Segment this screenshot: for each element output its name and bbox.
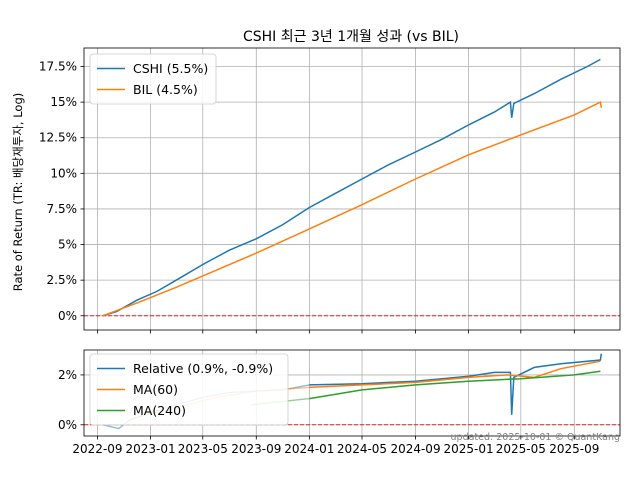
- y-tick-label: 17.5%: [39, 60, 77, 74]
- top-y-ticks: 0% 2.5% 5% 7.5% 10% 12.5% 15% 17.5%: [39, 60, 84, 323]
- x-tick-label: 2024-05: [337, 442, 387, 456]
- bottom-panel: 0% 2% 2022-09 2023-01 2023-05 2023-09 2024-01…: [58, 349, 621, 456]
- y-tick-label: 12.5%: [39, 131, 77, 145]
- x-tick-label: 2025-05: [496, 442, 546, 456]
- bottom-x-ticks: 2022-09 2023-01 2023-05 2023-09 2024-01 2024-…: [72, 436, 599, 456]
- x-tick-label: 2022-09: [72, 442, 122, 456]
- y-tick-label: 0%: [58, 309, 77, 323]
- top-plot-frame: [83, 47, 621, 331]
- series-line-1: [102, 100, 603, 317]
- series-line-0: [309, 353, 603, 415]
- bottom-plot-frame: [83, 349, 621, 437]
- top-x-ticks: [97, 330, 575, 334]
- legend-box: [89, 353, 289, 426]
- y-tick-label: 2.5%: [47, 273, 78, 287]
- series-line-0: [102, 58, 601, 317]
- y-tick-label: 7.5%: [47, 202, 78, 216]
- legend-label: Relative (0.9%, -0.9%): [133, 361, 273, 376]
- x-tick-label: 2024-09: [390, 442, 440, 456]
- y-axis-label: Rate of Return (TR: 배당재투자, Log): [11, 93, 25, 292]
- x-tick-label: 2023-05: [178, 442, 228, 456]
- watermark: updated: 2025-10-01 © QuantKang: [451, 432, 620, 443]
- bottom-legend: Relative (0.9%, -0.9%) MA(60) MA(240): [89, 353, 289, 426]
- x-tick-label: 2023-09: [231, 442, 281, 456]
- top-panel: 0% 2.5% 5% 7.5% 10% 12.5% 15% 17.5% CSHI (5.5%)…: [39, 47, 621, 334]
- legend-label: BIL (4.5%): [133, 82, 198, 97]
- y-tick-label: 0%: [58, 418, 77, 432]
- y-tick-label: 10%: [50, 166, 77, 180]
- y-tick-label: 2%: [58, 368, 77, 382]
- x-tick-label: 2023-01: [125, 442, 175, 456]
- chart-title: CSHI 최근 3년 1개월 성과 (vs BIL): [243, 29, 459, 45]
- series-line-1: [309, 360, 601, 389]
- legend-label: MA(240): [133, 403, 186, 418]
- y-tick-label: 5%: [58, 238, 77, 252]
- x-tick-label: 2024-01: [284, 442, 334, 456]
- x-tick-label: 2025-09: [549, 442, 599, 456]
- x-tick-label: 2025-01: [444, 442, 494, 456]
- top-legend: CSHI (5.5%) BIL (4.5%): [89, 53, 217, 105]
- y-tick-label: 15%: [50, 95, 77, 109]
- legend-label: MA(60): [133, 382, 178, 397]
- bottom-y-ticks: 0% 2%: [58, 368, 84, 432]
- legend-box: [89, 53, 217, 105]
- legend-label: CSHI (5.5%): [133, 61, 208, 76]
- top-series-lines: [84, 58, 620, 317]
- series-line-2: [309, 370, 601, 400]
